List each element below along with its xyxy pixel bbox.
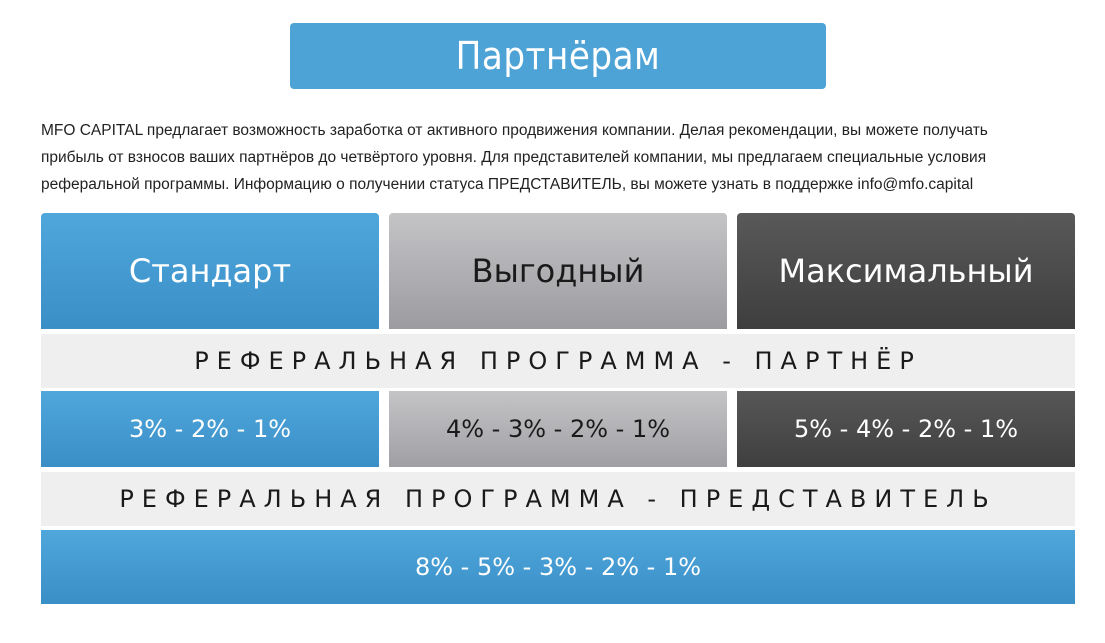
plan-benefit-partner-rate: 4% - 3% - 2% - 1% [389,391,727,467]
partner-program-heading: РЕФЕРАЛЬНАЯ ПРОГРАММА - ПАРТНЁР [41,334,1075,388]
page-title: Партнёрам [290,23,826,89]
intro-text: MFO CAPITAL предлагает возможность зараб… [41,117,1081,198]
intro-line: прибыль от взносов ваших партнёров до че… [41,149,987,166]
representative-rate: 8% - 5% - 3% - 2% - 1% [41,530,1075,604]
plan-maximum-header: Максимальный [737,213,1075,329]
intro-line: MFO CAPITAL предлагает возможность зараб… [41,122,988,139]
plan-standard-header: Стандарт [41,213,379,329]
representative-program-heading: РЕФЕРАЛЬНАЯ ПРОГРАММА - ПРЕДСТАВИТЕЛЬ [41,472,1075,526]
intro-line: реферальной программы. Информацию о полу… [41,176,974,193]
plan-benefit-header: Выгодный [389,213,727,329]
plan-maximum-partner-rate: 5% - 4% - 2% - 1% [737,391,1075,467]
plan-standard-partner-rate: 3% - 2% - 1% [41,391,379,467]
